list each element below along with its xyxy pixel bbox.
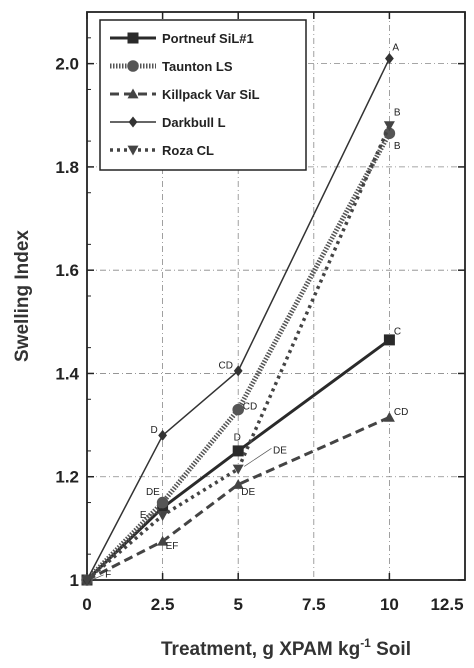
- annotation-label: DE: [146, 487, 160, 498]
- annotation-leader: [145, 512, 162, 516]
- series-1: [81, 127, 396, 586]
- data-point: [81, 575, 93, 586]
- annotation-label: E: [140, 510, 147, 521]
- legend-entry-label: Roza CL: [162, 143, 214, 158]
- series-line: [85, 132, 392, 582]
- legend-swatch-marker: [127, 32, 139, 44]
- y-tick-label: 1: [70, 571, 79, 590]
- annotation-label: CD: [219, 360, 233, 371]
- y-tick-label: 1.2: [55, 468, 79, 487]
- x-axis-title: Treatment, g XPAM kg-1 Soil: [161, 636, 411, 660]
- x-tick-label: 7.5: [302, 595, 326, 614]
- legend-entry-label: Darkbull L: [162, 115, 226, 130]
- x-axis-title-main: Treatment, g XPAM kg: [161, 639, 360, 660]
- series-line: [85, 124, 392, 582]
- legend: Portneuf SiL#1 Taunton LS Killpack Var SiL…: [99, 19, 307, 171]
- data-point: [232, 464, 244, 475]
- data-point: [232, 478, 244, 489]
- x-axis-title-superscript: -1: [360, 636, 371, 650]
- legend-swatch-marker: [127, 88, 139, 99]
- annotation-label: F: [105, 569, 111, 580]
- annotation-label: D: [151, 425, 158, 436]
- legend-entry-label: Taunton LS: [162, 59, 233, 74]
- data-point: [385, 52, 394, 64]
- data-point: [233, 365, 243, 377]
- y-tick-label: 1.8: [55, 158, 79, 177]
- annotation-label: CD: [394, 407, 408, 418]
- x-axis-title-tail: Soil: [371, 639, 411, 660]
- annotation-leader: [91, 574, 104, 581]
- x-tick-label: 12.5: [430, 595, 463, 614]
- legend-entry-label: Portneuf SiL#1: [162, 31, 254, 46]
- annotation-label: CD: [243, 402, 257, 413]
- data-point: [383, 121, 395, 132]
- x-tick-label: 2.5: [151, 595, 175, 614]
- y-tick-label: 1.4: [55, 364, 79, 383]
- data-point: [232, 403, 244, 416]
- legend-swatch-marker: [127, 60, 139, 72]
- legend-swatch-marker: [128, 116, 138, 128]
- y-axis-title: Swelling Index: [12, 230, 33, 362]
- data-point: [156, 496, 169, 509]
- annotation-leader: [244, 448, 272, 467]
- x-tick-label: 5: [233, 595, 242, 614]
- series-4: [81, 121, 395, 586]
- x-tick-label: 0: [82, 595, 91, 614]
- series-line: [86, 415, 391, 582]
- data-point: [383, 334, 395, 346]
- annotation-label: D: [234, 433, 241, 444]
- annotation-label: B: [394, 141, 401, 152]
- data-point: [383, 411, 395, 422]
- series-line: [86, 58, 391, 581]
- data-point: [383, 127, 396, 140]
- data-point: [157, 535, 169, 546]
- data-point: [157, 511, 169, 521]
- y-tick-label: 1.6: [55, 261, 79, 280]
- y-tick-label: 2.0: [55, 55, 79, 74]
- x-tick-label: 10: [380, 595, 399, 614]
- data-point: [232, 445, 244, 457]
- annotation-label: A: [392, 43, 399, 54]
- annotation-label: DE: [273, 445, 287, 456]
- legend-swatch-marker: [127, 145, 139, 156]
- annotation-label: DE: [241, 487, 255, 498]
- series-3: [82, 52, 394, 586]
- data-point: [158, 429, 167, 441]
- annotation-label: C: [394, 327, 401, 338]
- legend-entry-label: Killpack Var SiL: [162, 87, 260, 102]
- annotation-label: B: [394, 107, 401, 118]
- annotation-label: EF: [166, 541, 179, 552]
